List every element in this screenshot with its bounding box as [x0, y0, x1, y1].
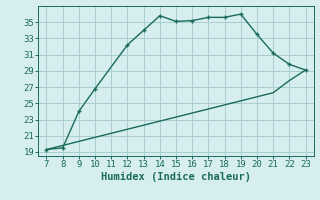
X-axis label: Humidex (Indice chaleur): Humidex (Indice chaleur) [101, 172, 251, 182]
